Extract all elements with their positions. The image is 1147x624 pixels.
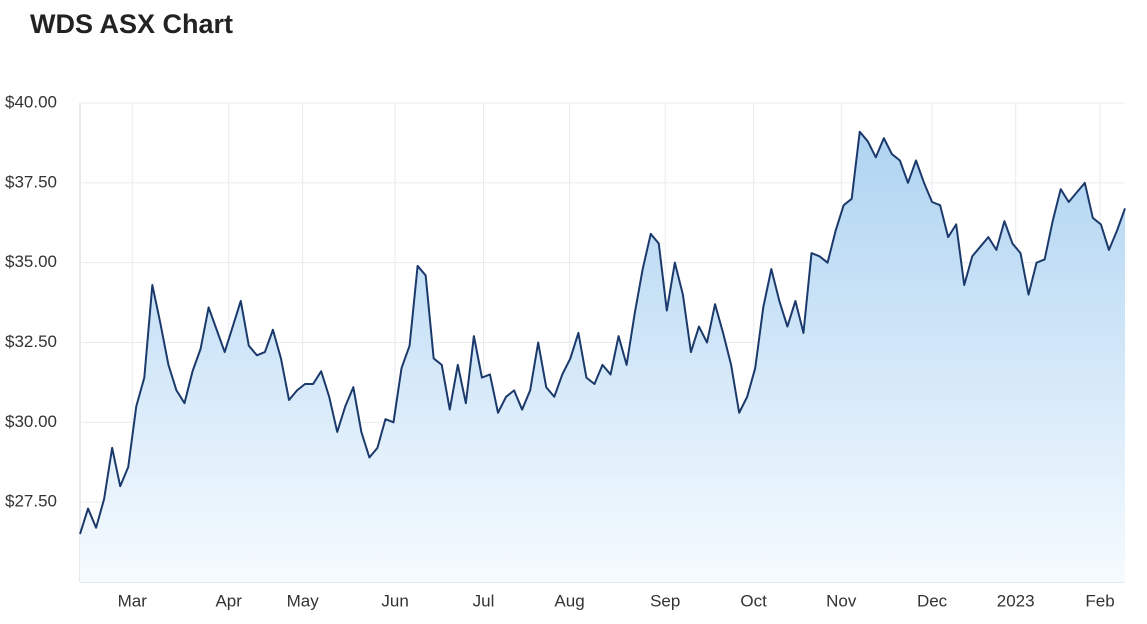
- x-tick-label: Apr: [215, 591, 242, 610]
- y-tick-label: $40.00: [5, 92, 57, 111]
- chart-title: WDS ASX Chart: [30, 9, 233, 39]
- area-fill: [80, 131, 1125, 583]
- x-tick-label: Jun: [381, 591, 408, 610]
- x-tick-label: 2023: [997, 591, 1035, 610]
- x-tick-label: Sep: [650, 591, 680, 610]
- y-tick-label: $27.50: [5, 492, 57, 511]
- x-tick-label: Oct: [740, 591, 767, 610]
- y-tick-label: $32.50: [5, 332, 57, 351]
- y-tick-label: $30.00: [5, 412, 57, 431]
- y-tick-label: $35.00: [5, 252, 57, 271]
- x-tick-label: Feb: [1085, 591, 1114, 610]
- x-tick-label: Nov: [826, 591, 857, 610]
- x-tick-label: Aug: [554, 591, 584, 610]
- y-tick-label: $37.50: [5, 172, 57, 191]
- x-tick-label: Jul: [473, 591, 495, 610]
- x-tick-label: May: [287, 591, 320, 610]
- x-tick-label: Mar: [118, 591, 148, 610]
- x-tick-label: Dec: [917, 591, 948, 610]
- price-line: [79, 130, 1126, 535]
